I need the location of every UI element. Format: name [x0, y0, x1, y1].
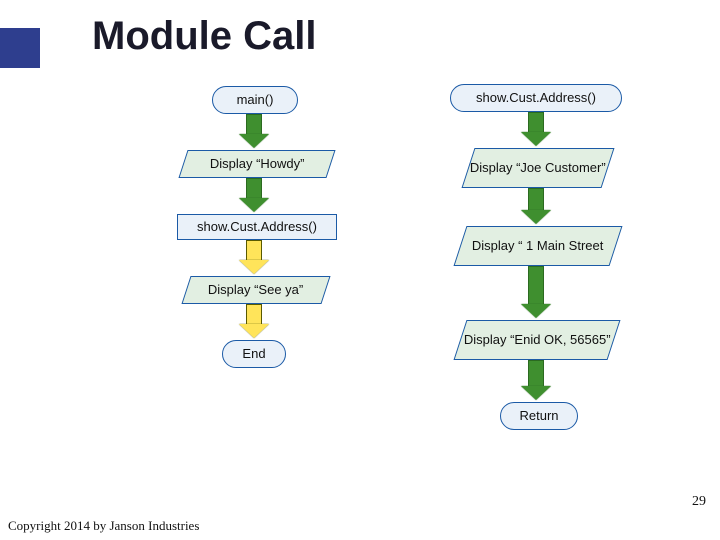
node-label: Display “Howdy” — [210, 157, 305, 172]
arrow-shaft — [246, 114, 262, 135]
copyright-footer: Copyright 2014 by Janson Industries — [8, 518, 199, 534]
arrow-head — [521, 386, 551, 400]
node-callSub: show.Cust.Address() — [177, 214, 337, 240]
arrow-head — [521, 304, 551, 318]
slide: Module Call main() Display “Howdy” show.Cu… — [0, 0, 720, 540]
arrow-head — [239, 324, 269, 338]
arrow-head — [521, 132, 551, 146]
arrow-shaft — [528, 188, 544, 211]
node-label: Display “Joe Customer” — [470, 161, 606, 176]
arrow-subHead-to-joe — [521, 112, 551, 146]
node-main: main() — [212, 86, 298, 114]
node-label: Display “ 1 Main Street — [472, 239, 604, 254]
arrow-mainst-to-enid — [521, 266, 551, 318]
node-howdy: Display “Howdy” — [178, 150, 335, 178]
arrow-main-to-howdy — [239, 114, 269, 148]
node-enid: Display “Enid OK, 56565” — [454, 320, 621, 360]
arrow-head — [239, 260, 269, 274]
arrow-head — [239, 134, 269, 148]
arrow-shaft — [528, 266, 544, 305]
arrow-shaft — [528, 112, 544, 133]
arrow-shaft — [246, 240, 262, 261]
page-number: 29 — [692, 494, 706, 510]
arrow-head — [521, 210, 551, 224]
arrow-callSub-to-seeya — [239, 240, 269, 274]
node-label: Display “See ya” — [208, 283, 303, 298]
arrow-shaft — [528, 360, 544, 387]
arrow-seeya-to-end — [239, 304, 269, 338]
arrow-head — [239, 198, 269, 212]
node-mainst: Display “ 1 Main Street — [454, 226, 623, 266]
node-label: Display “Enid OK, 56565” — [464, 333, 611, 348]
arrow-shaft — [246, 304, 262, 325]
node-end: End — [222, 340, 286, 368]
arrow-shaft — [246, 178, 262, 199]
node-seeya: Display “See ya” — [181, 276, 330, 304]
node-joe: Display “Joe Customer” — [462, 148, 615, 188]
arrow-howdy-to-callSub — [239, 178, 269, 212]
page-title: Module Call — [92, 14, 316, 59]
node-return: Return — [500, 402, 578, 430]
arrow-joe-to-mainst — [521, 188, 551, 224]
arrow-enid-to-return — [521, 360, 551, 400]
accent-bar — [0, 28, 40, 68]
node-subHead: show.Cust.Address() — [450, 84, 622, 112]
